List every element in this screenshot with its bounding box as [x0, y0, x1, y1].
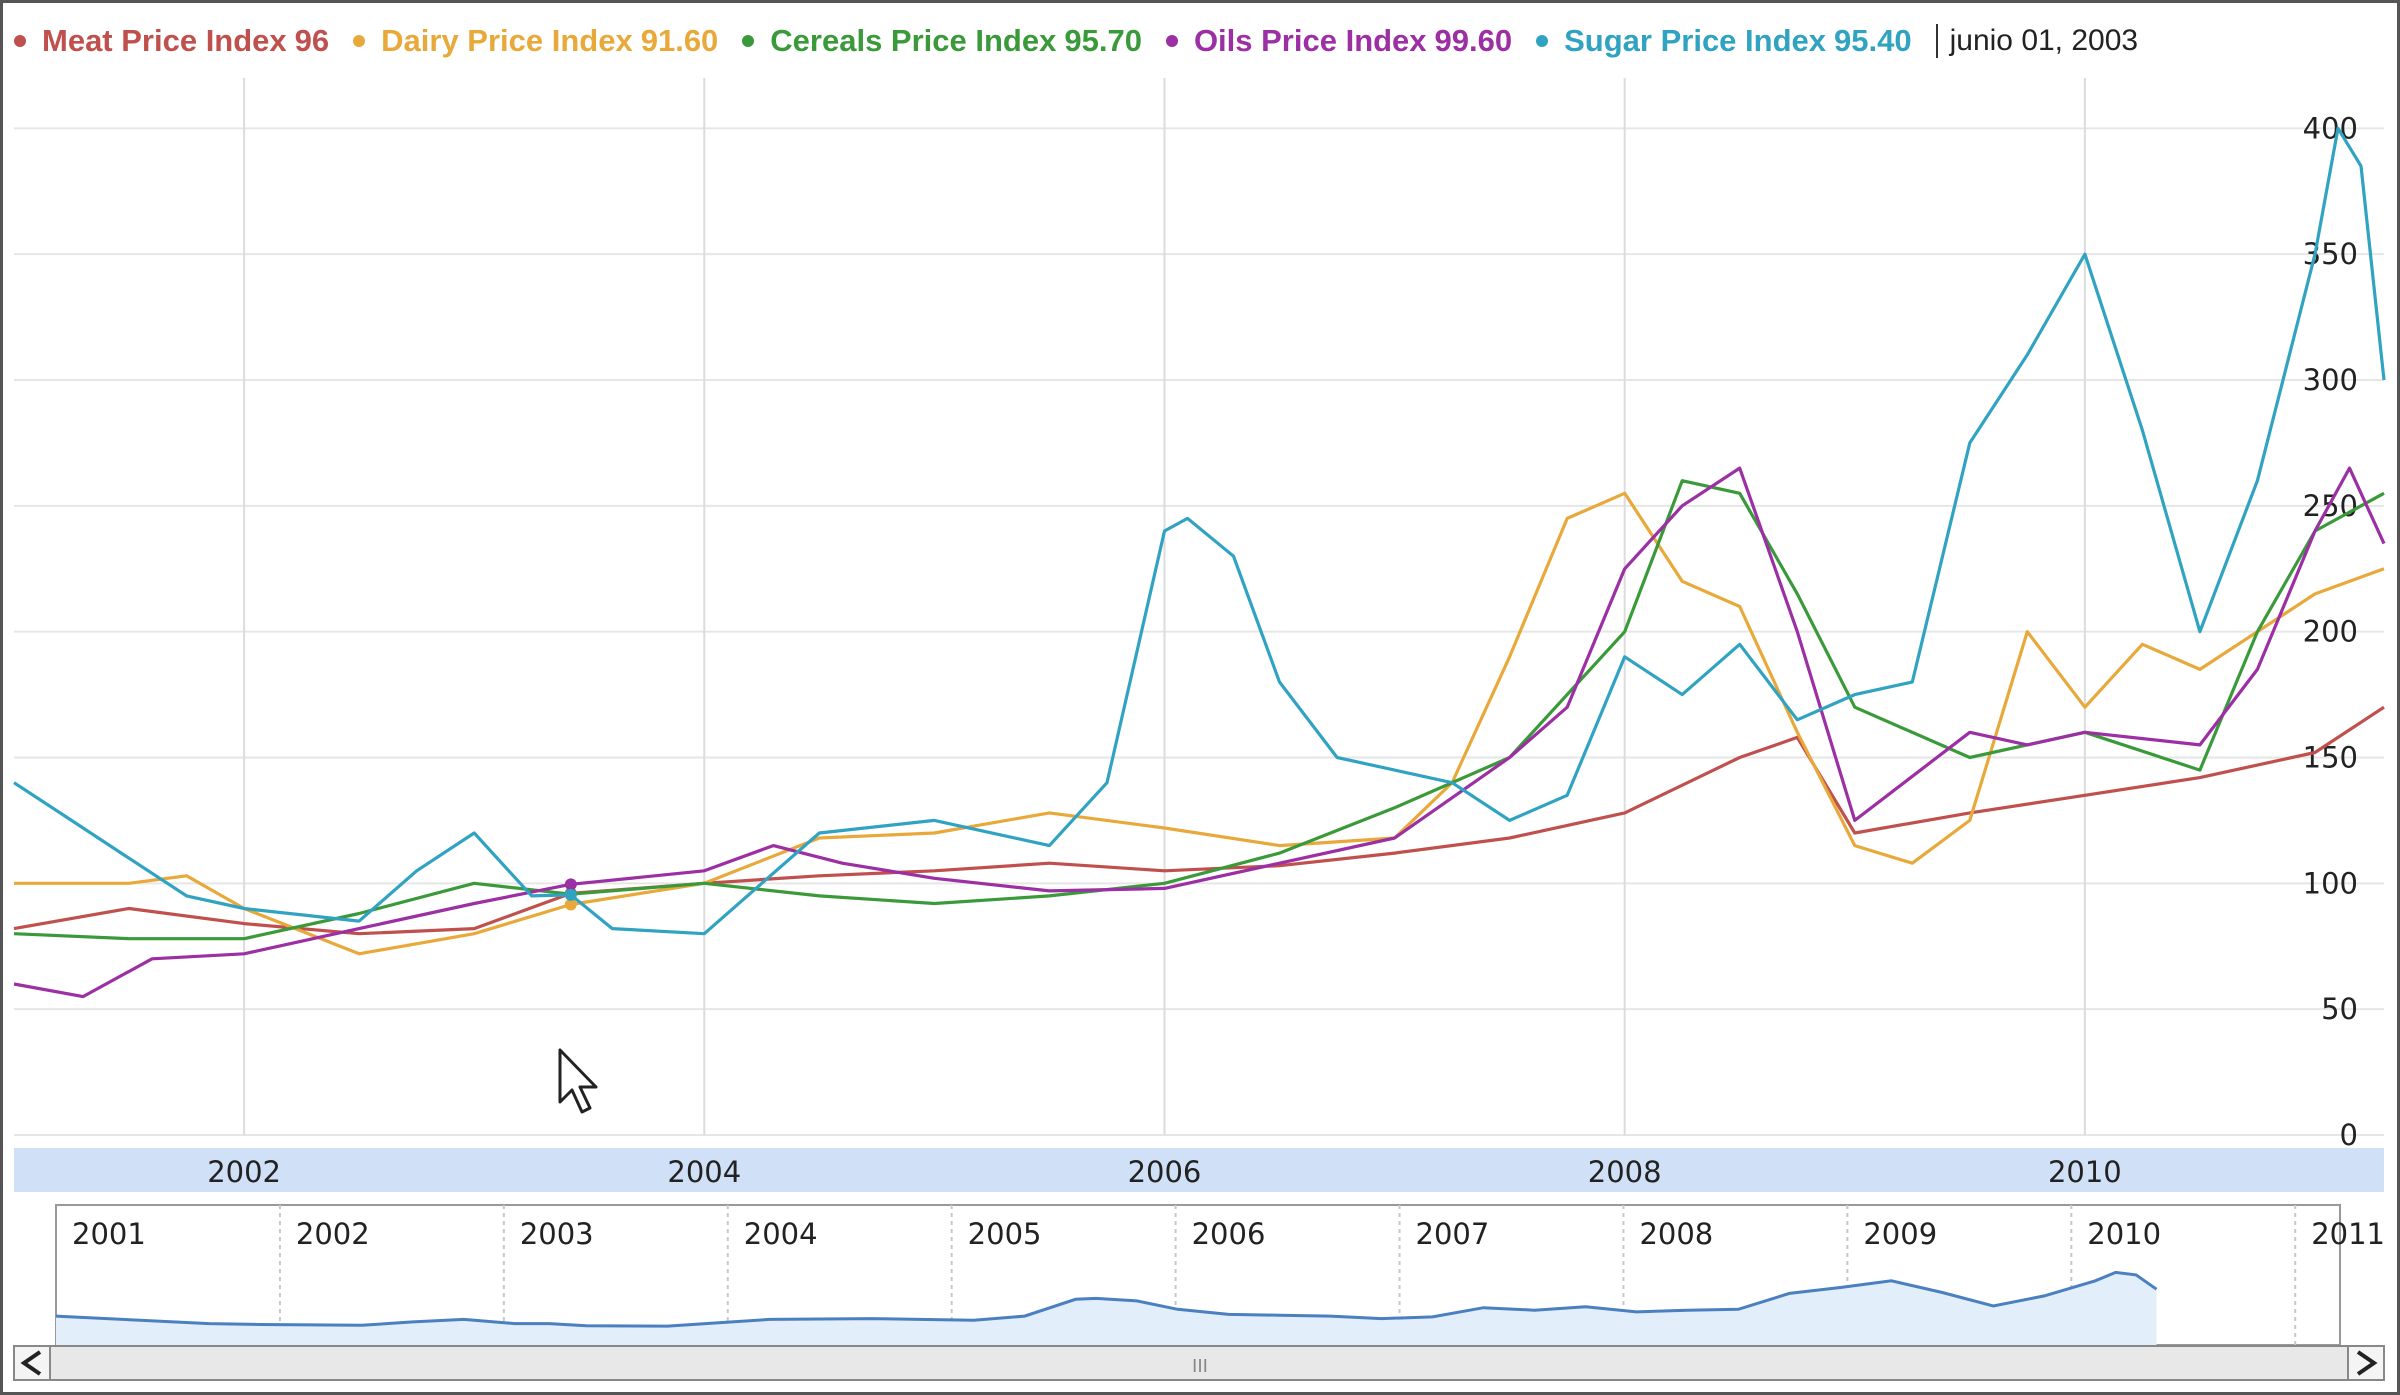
legend-item-meat[interactable]: Meat Price Index 96: [14, 23, 329, 59]
navigator-scrollbar[interactable]: III: [13, 1345, 2385, 1381]
chevron-right-icon: [2356, 1350, 2378, 1376]
legend-value: 96: [294, 23, 330, 58]
series-line-dairy[interactable]: [14, 491, 2385, 956]
x-tick-label: 2006: [1128, 1155, 1202, 1189]
navigator-year-label: 2004: [744, 1217, 818, 1251]
mouse-pointer-icon: [558, 1048, 598, 1114]
navigator-year-label: 2008: [1639, 1217, 1713, 1251]
navigator-year-label: 2003: [520, 1217, 594, 1251]
series-line-oils[interactable]: [13, 466, 2386, 999]
y-tick-label: 200: [2303, 615, 2358, 649]
cereals-dot-icon: [742, 35, 755, 47]
scroll-right-button[interactable]: [2347, 1345, 2385, 1381]
series-line-sugar[interactable]: [13, 126, 2386, 936]
x-axis-band-bg: [14, 1148, 2384, 1192]
navigator-year-label: 2006: [1192, 1217, 1266, 1251]
meat-dot-icon: [14, 35, 26, 47]
y-tick-label: 0: [2340, 1118, 2358, 1152]
navigator-year-label: 2005: [968, 1217, 1042, 1251]
range-navigator[interactable]: 2001 2002 2003 2004 2005 2006 2007 2008 2009 2010…: [55, 1204, 2385, 1346]
chevron-left-icon: [20, 1350, 42, 1376]
crosshair: [564, 878, 577, 911]
series-line-meat[interactable]: [13, 705, 2385, 936]
legend-label: Oils Price Index: [1193, 23, 1427, 58]
legend-label: Cereals Price Index: [770, 23, 1057, 58]
navigator-year-label: 2011: [2311, 1217, 2385, 1251]
legend-date: junio 01, 2003: [1935, 24, 2138, 58]
crosshair-point: [564, 878, 577, 891]
legend-label: Meat Price Index: [42, 23, 287, 58]
navigator-year-label: 2002: [296, 1217, 370, 1251]
legend-label: Sugar Price Index: [1564, 23, 1827, 58]
legend-item-sugar[interactable]: Sugar Price Index 95.40: [1536, 23, 1912, 59]
legend-value: 95.40: [1834, 23, 1912, 58]
x-tick-label: 2008: [1588, 1155, 1662, 1189]
grid-lines: [14, 78, 2384, 1136]
scroll-thumb-grip[interactable]: III: [1192, 1356, 1208, 1377]
sugar-dot-icon: [1536, 35, 1549, 47]
y-tick-label: 150: [2303, 741, 2358, 775]
oils-dot-icon: [1165, 35, 1178, 47]
y-tick-label: 100: [2303, 866, 2358, 900]
scroll-left-button[interactable]: [13, 1345, 51, 1381]
legend-item-cereals[interactable]: Cereals Price Index 95.70: [742, 23, 1142, 59]
x-tick-label: 2004: [667, 1155, 741, 1189]
legend-value: 91.60: [640, 23, 719, 58]
y-tick-label: 400: [2303, 111, 2358, 145]
legend-label: Dairy Price Index: [381, 23, 633, 58]
navigator-year-label: 2009: [1863, 1217, 1937, 1251]
chart-legend: Meat Price Index 96 Dairy Price Index 91…: [14, 10, 2138, 72]
series-lines: [13, 126, 2386, 999]
navigator-year-label: 2010: [2087, 1217, 2161, 1251]
navigator-line: [55, 1270, 2158, 1328]
x-axis-band: 2002 2004 2006 2008 2010: [14, 1148, 2384, 1192]
legend-item-oils[interactable]: Oils Price Index 99.60: [1165, 23, 1513, 59]
navigator-year-label: 2001: [72, 1217, 146, 1251]
navigator-year-label: 2007: [1416, 1217, 1490, 1251]
y-tick-label: 300: [2303, 363, 2358, 397]
legend-value: 95.70: [1064, 23, 1142, 58]
legend-item-dairy[interactable]: Dairy Price Index 91.60: [353, 23, 718, 59]
x-tick-label: 2002: [207, 1155, 281, 1189]
crosshair-point: [564, 898, 577, 911]
dairy-dot-icon: [353, 35, 366, 47]
x-tick-label: 2010: [2048, 1155, 2122, 1189]
crosshair-point: [564, 888, 577, 901]
legend-value: 99.60: [1434, 23, 1513, 58]
y-tick-label: 50: [2321, 992, 2358, 1026]
